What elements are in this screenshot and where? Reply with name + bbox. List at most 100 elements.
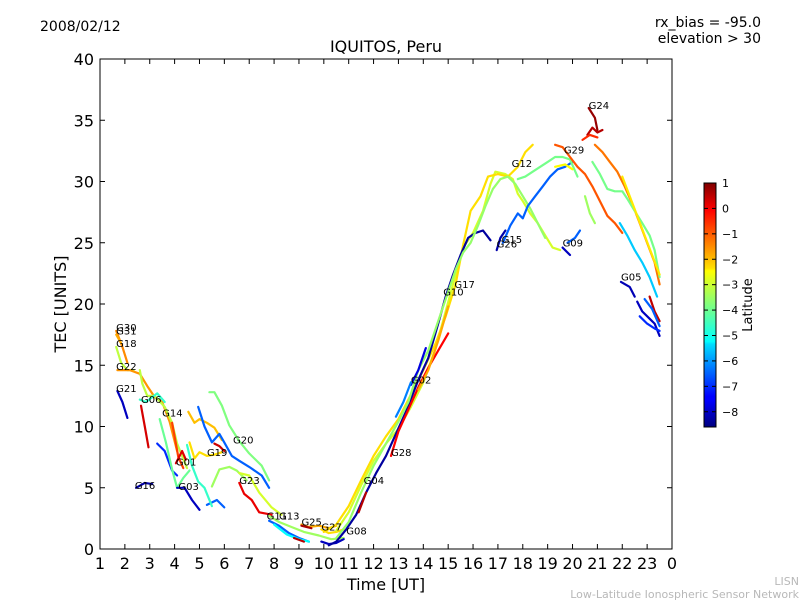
satellite-label-g06: G06 bbox=[141, 395, 161, 406]
tec-track-g19b bbox=[188, 441, 223, 460]
tec-track-g29 bbox=[554, 143, 624, 234]
tec-track-g02 bbox=[409, 347, 427, 386]
satellite-label-g05: G05 bbox=[621, 273, 641, 284]
satellite-label-g12: G12 bbox=[512, 159, 532, 170]
x-tick-label: 13 bbox=[388, 554, 408, 573]
tec-track-g01 bbox=[171, 421, 185, 470]
chart-title: IQUITOS, Peru bbox=[330, 37, 442, 56]
colorbar-tick-label: −1 bbox=[722, 228, 738, 241]
satellite-label-g04: G04 bbox=[364, 476, 384, 487]
colorbar-tick-label: −2 bbox=[722, 253, 738, 266]
satellite-label-g25: G25 bbox=[301, 518, 321, 529]
tec-track-g24b bbox=[586, 126, 604, 136]
satellite-label-g10: G10 bbox=[443, 287, 463, 298]
tec-track-g24d bbox=[593, 143, 661, 286]
satellite-label-g27: G27 bbox=[321, 523, 341, 534]
tec-track-g24 bbox=[587, 106, 599, 132]
tec-track-g20f bbox=[213, 442, 226, 453]
tec-track-g14c bbox=[158, 418, 191, 489]
x-tick-label: 23 bbox=[637, 554, 657, 573]
footer-network: Low-Latitude Ionospheric Sensor Network bbox=[570, 588, 799, 600]
y-tick-label: 35 bbox=[74, 111, 94, 130]
x-tick-label: 6 bbox=[219, 554, 229, 573]
tec-track-g14b bbox=[156, 442, 179, 477]
tec-track-g05c bbox=[638, 315, 661, 332]
satellite-label-g03: G03 bbox=[178, 482, 198, 493]
colorbar-ticks: 1 0 −1 −2 −3 −4 −5 −6 −7 −8 bbox=[704, 177, 738, 419]
satellite-label-g16: G16 bbox=[135, 481, 155, 492]
x-tick-label: 15 bbox=[438, 554, 458, 573]
satellite-label-g14: G14 bbox=[162, 409, 182, 420]
tec-track-g05 bbox=[619, 280, 636, 298]
x-tick-label: 9 bbox=[294, 554, 304, 573]
satellite-label-g15: G15 bbox=[502, 235, 522, 246]
satellite-label-g17: G17 bbox=[454, 280, 474, 291]
tec-track-g22 bbox=[116, 369, 179, 453]
colorbar-tick-label: −4 bbox=[722, 304, 738, 317]
colorbar bbox=[703, 182, 717, 428]
tec-track-g20 bbox=[208, 391, 271, 482]
tec-track-g20e bbox=[185, 443, 213, 508]
tec-track-g24g bbox=[618, 222, 659, 298]
colorbar-label: Latitude bbox=[741, 278, 756, 332]
satellite-label-g30: G30 bbox=[116, 323, 136, 334]
satellite-label-g22: G22 bbox=[116, 362, 136, 373]
x-tick-label: 14 bbox=[413, 554, 433, 573]
x-tick-label: 16 bbox=[463, 554, 483, 573]
tec-track-g14 bbox=[139, 404, 150, 449]
satellite-label-g19: G19 bbox=[207, 448, 227, 459]
satellite-label-g29: G29 bbox=[564, 145, 584, 156]
y-tick-label: 30 bbox=[74, 173, 94, 192]
tec-track-g05d bbox=[648, 295, 661, 323]
y-tick-label: 20 bbox=[74, 295, 94, 314]
colorbar-tick-label: −6 bbox=[722, 355, 738, 368]
tec-track-g25b bbox=[300, 524, 313, 530]
tec-track-g13b bbox=[273, 523, 310, 543]
x-axis: 1 2 3 4 5 6 7 8 9 10 11 12 13 14 15 16 17 18 19 20 21 22 23 0 bbox=[95, 59, 677, 573]
tec-track-g31 bbox=[115, 333, 123, 345]
tec-track-g09c bbox=[566, 229, 582, 244]
series-layer bbox=[115, 106, 661, 547]
satellite-label-g01: G01 bbox=[176, 458, 196, 469]
satellite-label-g18: G18 bbox=[116, 339, 136, 350]
date-label: 2008/02/12 bbox=[40, 19, 121, 35]
tec-track-g21 bbox=[116, 389, 129, 419]
x-tick-label: 4 bbox=[170, 554, 180, 573]
tec-track-g24c bbox=[581, 133, 599, 141]
satellite-label-g20: G20 bbox=[233, 436, 253, 447]
satellite-label-g13: G13 bbox=[279, 512, 299, 523]
tec-track-g17 bbox=[335, 175, 547, 540]
y-tick-label: 0 bbox=[84, 540, 94, 559]
colorbar-tick-label: −5 bbox=[722, 330, 738, 343]
tec-track-g05b bbox=[636, 300, 661, 337]
x-tick-label: 17 bbox=[488, 554, 508, 573]
x-tick-label: 19 bbox=[537, 554, 557, 573]
tec-track-g09b bbox=[561, 246, 572, 257]
tec-track-g02b bbox=[394, 381, 412, 418]
x-tick-label: 5 bbox=[194, 554, 204, 573]
x-tick-label: 2 bbox=[120, 554, 130, 573]
tec-track-g03 bbox=[176, 486, 201, 511]
tec-track-g23b bbox=[238, 472, 283, 516]
tec-track-g24e bbox=[591, 160, 661, 279]
tec-track-g09d bbox=[554, 163, 574, 171]
tec-track-g13 bbox=[268, 514, 345, 541]
x-tick-label: 22 bbox=[612, 554, 632, 573]
satellite-label-g02: G02 bbox=[411, 376, 431, 387]
tec-track-g06b bbox=[138, 392, 166, 404]
y-axis: 0 5 10 15 20 25 30 35 40 bbox=[74, 50, 672, 559]
satellite-label-g28: G28 bbox=[391, 448, 411, 459]
tec-track-g06 bbox=[138, 369, 189, 470]
tec-track-g09 bbox=[516, 155, 579, 181]
elevation-label: elevation > 30 bbox=[658, 31, 761, 47]
tec-track-g28c bbox=[357, 491, 368, 514]
x-tick-label: 20 bbox=[562, 554, 582, 573]
satellite-label-g31: G31 bbox=[116, 327, 136, 338]
colorbar-tick-label: 0 bbox=[722, 202, 729, 215]
tec-track-g26 bbox=[495, 229, 507, 252]
y-tick-label: 25 bbox=[74, 234, 94, 253]
satellite-label-g23: G23 bbox=[239, 476, 259, 487]
footer-lisn: LISN bbox=[774, 575, 799, 588]
